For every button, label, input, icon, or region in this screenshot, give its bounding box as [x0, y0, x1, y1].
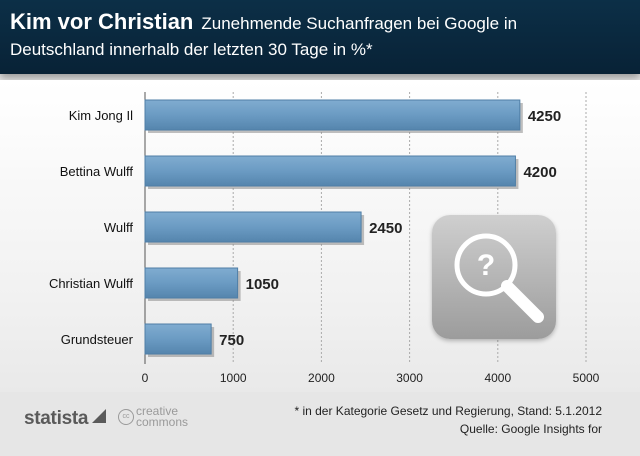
svg-text:?: ?: [477, 249, 495, 282]
chart-subtitle-line-2: Deutschland innerhalb der letzten 30 Tag…: [10, 40, 373, 59]
category-note: * in der Kategorie Gesetz und Regierung,…: [294, 404, 602, 418]
creative-commons-logo: cc creative commons: [118, 404, 189, 429]
category-label: Christian Wulff: [49, 276, 133, 291]
data-label: 2450: [369, 220, 402, 237]
statista-logo: statista: [24, 408, 89, 429]
header: Kim vor Christian Zunehmende Suchanfragen…: [0, 0, 640, 74]
data-label: 4200: [523, 164, 556, 181]
magnifying-glass-question-icon: ?: [432, 215, 556, 339]
data-label: 4250: [528, 108, 561, 125]
bar-chart: 0 1000 2000 3000 4000 5000 Kim Jong Il 4250 Bett…: [49, 92, 600, 385]
x-tick-label: 1000: [220, 371, 247, 385]
x-tick-label: 5000: [573, 371, 600, 385]
x-tick-label: 3000: [396, 371, 423, 385]
chart-subtitle-line-1: Zunehmende Suchanfragen bei Google in: [201, 14, 518, 33]
header-line-1: Kim vor Christian Zunehmende Suchanfragen…: [10, 9, 517, 35]
license-line-2: commons: [136, 415, 189, 429]
license-line-1: creative: [136, 404, 179, 418]
footer: [0, 392, 640, 456]
bar: [144, 211, 362, 243]
category-label: Bettina Wulff: [60, 164, 134, 179]
statista-logo-mark-icon: [92, 409, 106, 423]
bar: [144, 323, 212, 355]
x-tick-label: 4000: [484, 371, 511, 385]
cc-badge-icon: cc: [118, 409, 134, 425]
category-label: Kim Jong Il: [69, 108, 133, 123]
source-note: Quelle: Google Insights for: [459, 422, 602, 436]
footnote: * in der Kategorie Gesetz und Regierung,…: [294, 402, 602, 438]
data-label: 750: [219, 332, 244, 349]
chart-title: Kim vor Christian: [10, 9, 194, 34]
x-tick-label: 0: [142, 371, 149, 385]
bar: [144, 99, 521, 131]
category-label: Wulff: [104, 220, 134, 235]
data-label: 1050: [246, 276, 279, 293]
category-label: Grundsteuer: [61, 332, 134, 347]
bar: [144, 267, 239, 299]
bar: [144, 155, 516, 187]
x-tick-label: 2000: [308, 371, 335, 385]
